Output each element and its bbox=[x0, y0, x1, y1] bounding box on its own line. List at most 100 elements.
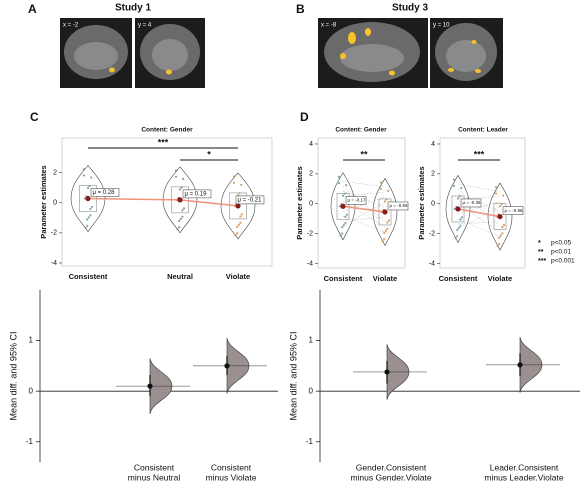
slice-label: x = -2 bbox=[63, 23, 79, 29]
sample-point bbox=[89, 207, 92, 211]
sample-point bbox=[178, 188, 182, 191]
slice-label: y = 4 bbox=[138, 23, 152, 29]
pair-line bbox=[342, 201, 386, 227]
panel-letter: B bbox=[296, 2, 305, 16]
sample-point bbox=[174, 175, 178, 178]
sample-point bbox=[236, 225, 239, 229]
mean-point bbox=[455, 206, 461, 212]
mean-line bbox=[342, 205, 386, 213]
sample-point bbox=[500, 202, 503, 206]
chart-title: Content: Leader bbox=[458, 127, 508, 134]
legend-label: p<0.001 bbox=[551, 258, 575, 265]
sample-point bbox=[89, 214, 92, 217]
pair-line bbox=[457, 206, 501, 230]
violin-shape bbox=[70, 165, 106, 233]
plot-frame bbox=[61, 137, 273, 267]
sample-point bbox=[178, 219, 181, 222]
sample-point bbox=[498, 242, 501, 245]
sample-point bbox=[232, 181, 236, 184]
mean-label-box bbox=[387, 201, 409, 211]
x-tick-label: Leader.Consistent bbox=[490, 462, 559, 472]
sample-point bbox=[458, 195, 461, 198]
mean-label-box bbox=[460, 198, 482, 208]
x-tick-label: Neutral bbox=[167, 272, 193, 281]
legend-stars: ** bbox=[538, 249, 544, 256]
violin-shape bbox=[445, 174, 471, 244]
mean-diff-point bbox=[147, 383, 153, 389]
violin-shape bbox=[487, 182, 513, 251]
y-tick-label: 2 bbox=[53, 169, 57, 176]
y-tick-label: 4 bbox=[431, 141, 435, 148]
y-axis-label: Parameter estimates bbox=[417, 166, 426, 239]
sample-point bbox=[456, 197, 460, 200]
mean-point bbox=[235, 203, 241, 209]
sample-point bbox=[459, 224, 462, 227]
brain-slice bbox=[135, 18, 205, 88]
y-tick-label: 0 bbox=[53, 200, 57, 207]
sample-point bbox=[179, 217, 182, 220]
sample-point bbox=[239, 215, 242, 218]
sample-point bbox=[90, 176, 93, 179]
mean-line bbox=[457, 208, 501, 218]
sample-point bbox=[90, 205, 94, 209]
sample-point bbox=[238, 192, 241, 195]
mean-label: μ = 0.28 bbox=[93, 190, 116, 196]
significance-stars: * bbox=[207, 149, 211, 159]
sample-point bbox=[84, 226, 87, 230]
slice-label: x = -8 bbox=[321, 23, 337, 29]
mean-diff-point bbox=[224, 363, 230, 369]
y-tick-label: -2 bbox=[307, 230, 313, 237]
mean-label: μ = -0.17 bbox=[348, 197, 366, 202]
brain-slice bbox=[60, 18, 132, 88]
mean-label-box bbox=[182, 189, 212, 199]
mean-point bbox=[177, 197, 183, 203]
box bbox=[229, 192, 247, 220]
y-tick-label: 0 bbox=[309, 201, 313, 208]
sample-point bbox=[460, 186, 463, 190]
mean-point bbox=[382, 209, 388, 215]
sample-point bbox=[456, 228, 459, 232]
legend-stars: * bbox=[538, 240, 541, 247]
sample-point bbox=[338, 205, 341, 208]
sample-point bbox=[383, 231, 386, 235]
mean-point bbox=[340, 203, 346, 209]
x-tick-label: minus Leader.Violate bbox=[484, 472, 564, 482]
x-tick-label: Consistent bbox=[211, 462, 252, 472]
mean-diff-point bbox=[517, 362, 523, 368]
sample-point bbox=[176, 228, 179, 231]
x-tick-label: Consistent bbox=[134, 462, 175, 472]
slice-label: y = 10 bbox=[433, 23, 450, 29]
y-tick-label: -1 bbox=[306, 437, 314, 446]
mean-label-box bbox=[502, 206, 524, 215]
sample-point bbox=[345, 184, 348, 187]
sample-point bbox=[454, 237, 457, 240]
significance-stars: ** bbox=[360, 149, 368, 159]
sample-point bbox=[383, 200, 387, 203]
mean-label: μ = -0.21 bbox=[238, 197, 263, 203]
sample-point bbox=[460, 216, 464, 219]
sample-point bbox=[236, 232, 239, 235]
sample-point bbox=[86, 186, 90, 190]
panel-letter: D bbox=[300, 110, 309, 124]
y-tick-label: -2 bbox=[429, 230, 435, 237]
sample-point bbox=[239, 221, 242, 224]
sample-point bbox=[379, 181, 383, 184]
significance-stars: *** bbox=[158, 137, 169, 147]
sample-point bbox=[341, 194, 345, 197]
sample-point bbox=[341, 232, 344, 235]
box bbox=[493, 203, 507, 230]
sample-point bbox=[344, 221, 347, 225]
sample-point bbox=[181, 209, 184, 212]
sample-point bbox=[387, 189, 390, 193]
panel-letter: C bbox=[30, 110, 39, 124]
x-tick-label: Violate bbox=[373, 274, 397, 283]
mean-label: μ = -0.86 bbox=[505, 208, 523, 213]
y-tick-label: -2 bbox=[51, 230, 57, 237]
sample-point bbox=[337, 175, 341, 178]
sample-point bbox=[342, 224, 345, 227]
sample-point bbox=[452, 178, 456, 181]
legend-label: p<0.01 bbox=[551, 249, 571, 256]
pair-line bbox=[342, 216, 386, 233]
pair-line bbox=[342, 191, 386, 197]
